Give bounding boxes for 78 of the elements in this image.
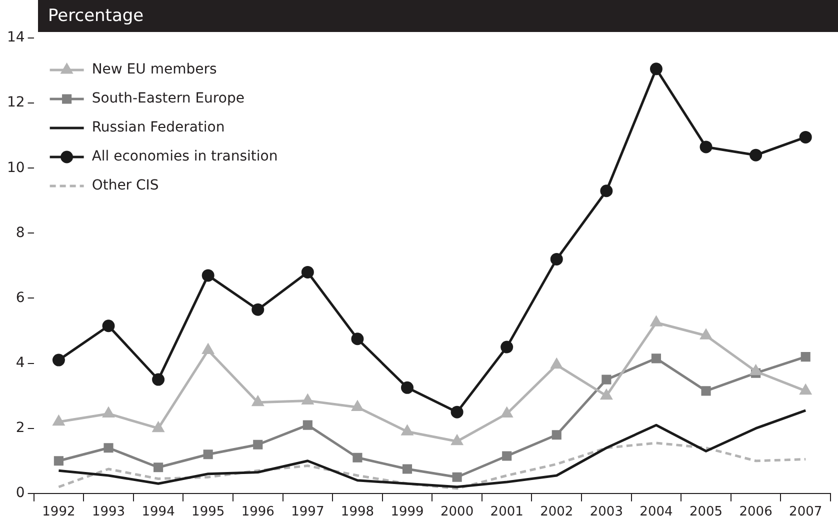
x-tick-label: 1998: [340, 504, 374, 520]
point: [202, 344, 214, 354]
x-tick-label: 2007: [789, 504, 822, 520]
y-tick-label: 14: [6, 30, 25, 46]
point: [202, 269, 214, 282]
point: [600, 184, 613, 198]
y-tick-label: 8: [16, 224, 25, 241]
point: [650, 316, 662, 326]
point: [800, 384, 812, 395]
point: [799, 130, 812, 144]
x-tick-label: 1993: [92, 504, 126, 520]
x-tick-label: 2004: [640, 504, 673, 520]
point: [351, 332, 364, 346]
point: [402, 464, 412, 474]
point: [550, 252, 563, 266]
point: [700, 329, 712, 340]
point: [600, 390, 612, 400]
point: [402, 425, 413, 436]
point: [650, 62, 662, 76]
line-series: [57, 442, 807, 490]
point: [700, 140, 712, 154]
point: [551, 358, 562, 369]
point: [401, 381, 414, 394]
y-tick-label: 4: [16, 354, 25, 371]
x-tick-label: 1995: [192, 504, 225, 520]
point: [301, 266, 314, 278]
point: [651, 354, 662, 364]
point: [501, 407, 512, 418]
point: [252, 303, 264, 316]
point: [252, 396, 264, 406]
point: [302, 420, 312, 430]
point: [450, 406, 464, 418]
x-tick-label: 2001: [490, 504, 524, 520]
point: [102, 320, 115, 332]
point: [253, 440, 263, 450]
x-tick-label: 1999: [390, 504, 424, 520]
point: [451, 435, 463, 446]
point: [352, 452, 362, 462]
point: [500, 340, 514, 354]
point: [602, 374, 612, 384]
point: [302, 394, 314, 404]
x-tick-label: 2002: [540, 504, 574, 520]
legend-label: Other CIS: [92, 178, 159, 194]
point: [102, 407, 114, 418]
point: [701, 386, 711, 396]
y-tick-label: 0: [16, 485, 25, 502]
y-tick-label: 12: [6, 94, 25, 111]
y-tick-label: 10: [6, 160, 25, 176]
point: [452, 472, 462, 482]
point: [502, 451, 512, 461]
point: [203, 450, 213, 460]
point: [54, 456, 64, 466]
legend-label: South-Eastern Europe: [92, 90, 244, 107]
x-tick-label: 2003: [590, 504, 623, 520]
x-tick-label: 2000: [440, 504, 474, 520]
point: [52, 354, 65, 366]
point: [104, 443, 114, 453]
point: [552, 430, 562, 440]
point: [750, 148, 762, 162]
legend-label: New EU members: [92, 62, 217, 78]
x-tick-label: 1996: [241, 504, 274, 520]
legend-label: Russian Federation: [92, 120, 225, 136]
point: [152, 373, 165, 386]
x-tick-label: 2006: [739, 504, 772, 520]
x-tick-label: 2005: [689, 504, 723, 520]
point: [152, 422, 164, 432]
y-tick-label: 6: [16, 290, 25, 306]
point: [352, 400, 364, 411]
point: [154, 462, 164, 472]
x-tick-label: 1994: [142, 504, 175, 520]
y-tick-label: 2: [16, 420, 25, 436]
point: [800, 352, 810, 362]
point: [53, 416, 64, 426]
point: [750, 365, 762, 376]
chart-title: Percentage: [38, 0, 838, 32]
legend-label: All economies in transition: [92, 148, 278, 165]
x-tick-label: 1997: [291, 504, 324, 520]
x-tick-label: 1992: [42, 504, 76, 520]
